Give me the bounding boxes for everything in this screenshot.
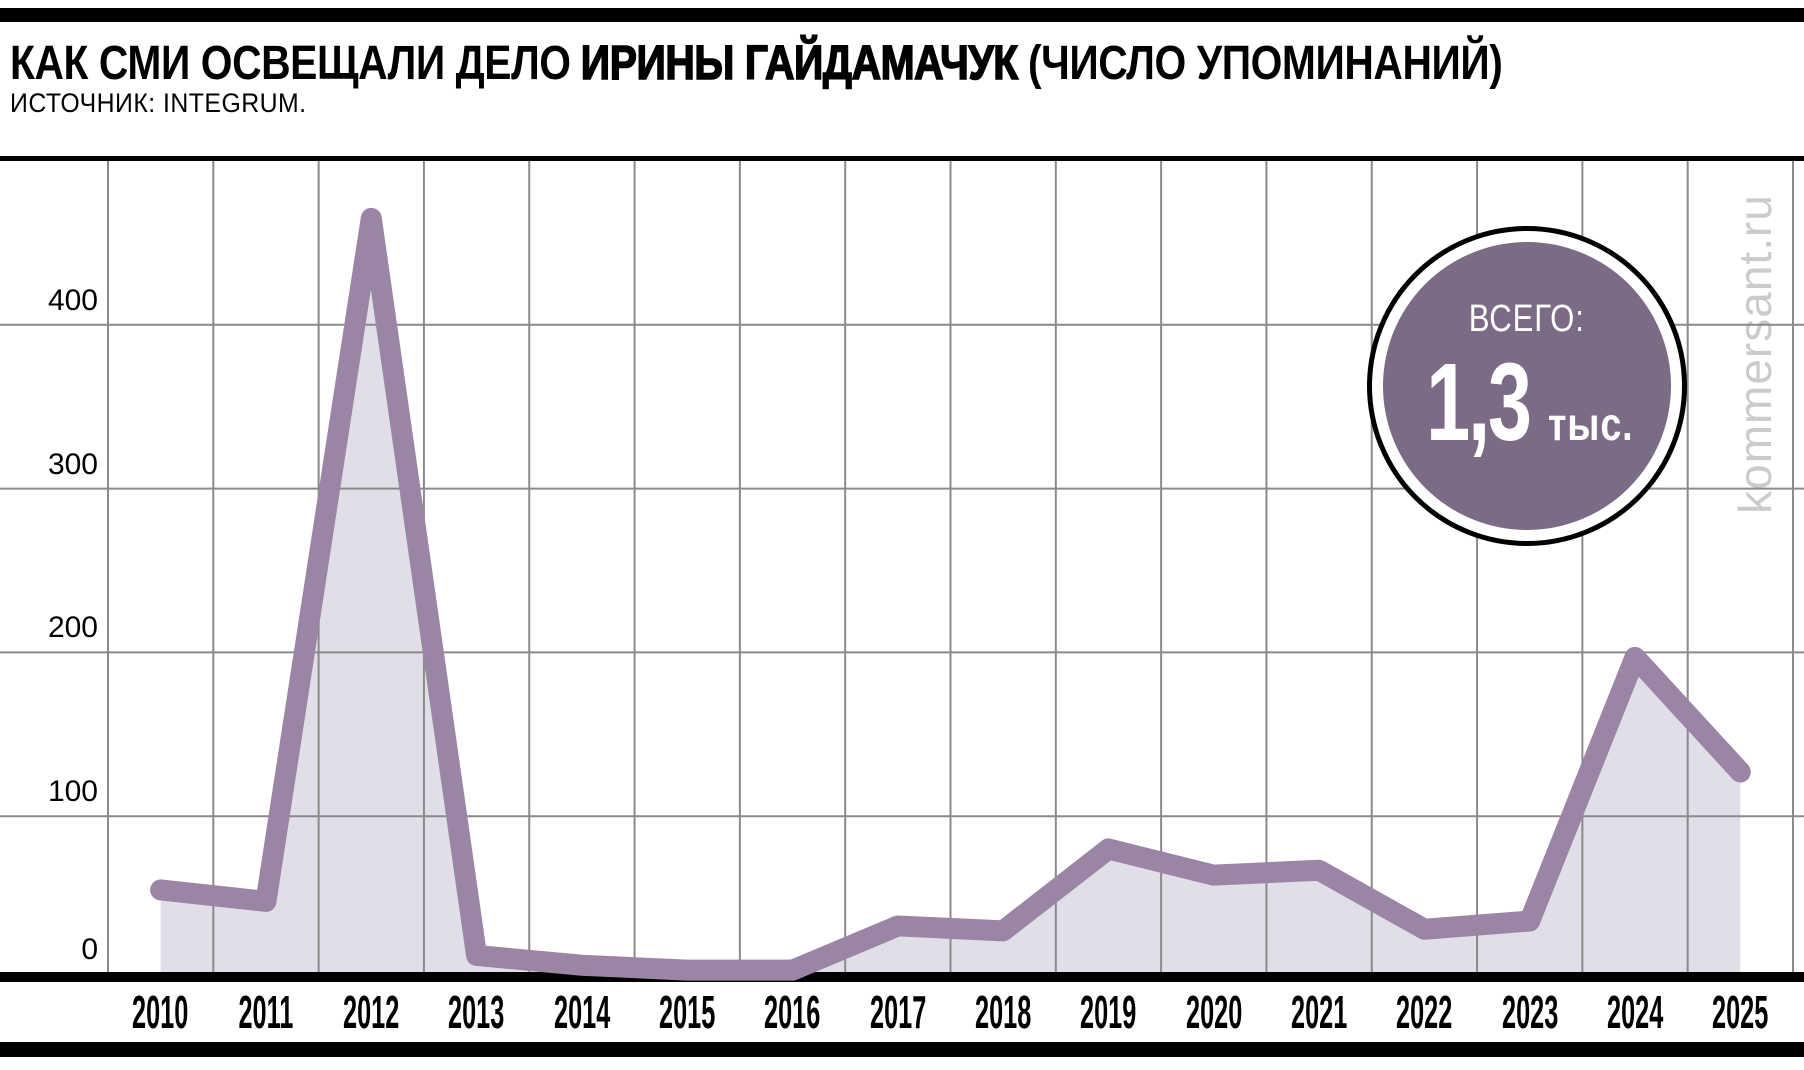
y-axis-tick-label-100: 100 [47, 775, 98, 809]
total-badge: ВСЕГО: 1,3 тыс. [1367, 226, 1687, 546]
x-axis-tick-label-2015: 2015 [659, 986, 716, 1038]
x-axis-tick-label-2019: 2019 [1080, 986, 1137, 1038]
page-title: КАК СМИ ОСВЕЩАЛИ ДЕЛО ИРИНЫ ГАЙДАМАЧУК (ЧИ… [10, 36, 1503, 91]
x-axis-tick-label-2014: 2014 [553, 986, 611, 1038]
x-axis-tick-label-2023: 2023 [1501, 986, 1558, 1038]
x-axis-tick-label-2010: 2010 [132, 986, 189, 1038]
data-line [150, 207, 1751, 981]
x-axis-tick-label-2021: 2021 [1290, 986, 1348, 1038]
y-axis-tick-label-300: 300 [47, 447, 98, 481]
x-axis-tick-label-2018: 2018 [975, 986, 1032, 1038]
bottom-rule-bar [0, 1042, 1804, 1057]
title-regular: КАК СМИ ОСВЕЩАЛИ ДЕЛО [10, 37, 571, 90]
x-axis-tick-label-2020: 2020 [1185, 986, 1242, 1038]
total-badge-circle: ВСЕГО: 1,3 тыс. [1383, 242, 1671, 530]
y-axis-tick-label-0: 0 [81, 933, 98, 966]
top-rule-bar [0, 8, 1804, 22]
x-axis-tick-label-2017: 2017 [869, 986, 926, 1038]
chart-top-border [0, 156, 1804, 161]
source-label: ИСТОЧНИК: INTEGRUM. [10, 88, 307, 118]
x-axis-tick-label-2022: 2022 [1396, 986, 1453, 1038]
x-axis-tick-label-2024: 2024 [1606, 986, 1664, 1038]
title-suffix: (ЧИСЛО УПОМИНАНИЙ) [1027, 37, 1503, 90]
x-axis-tick-label-2025: 2025 [1712, 986, 1769, 1038]
total-badge-unit: тыс. [1547, 398, 1634, 450]
total-badge-value: 1,3 [1426, 341, 1532, 464]
x-axis-tick-label-2016: 2016 [764, 986, 821, 1038]
y-axis-tick-label-400: 400 [47, 283, 98, 317]
total-badge-label: ВСЕГО: [1469, 298, 1585, 340]
total-badge-value-row: 1,3 тыс. [1402, 345, 1652, 461]
title-emphasis: ИРИНЫ ГАЙДАМАЧУК [580, 36, 1019, 91]
x-axis-tick-label-2012: 2012 [343, 986, 400, 1038]
x-axis-tick-label-2013: 2013 [448, 986, 505, 1038]
x-axis-line [0, 972, 1804, 982]
x-axis-tick-label-2011: 2011 [238, 986, 294, 1038]
y-axis-tick-label-200: 200 [47, 611, 98, 645]
